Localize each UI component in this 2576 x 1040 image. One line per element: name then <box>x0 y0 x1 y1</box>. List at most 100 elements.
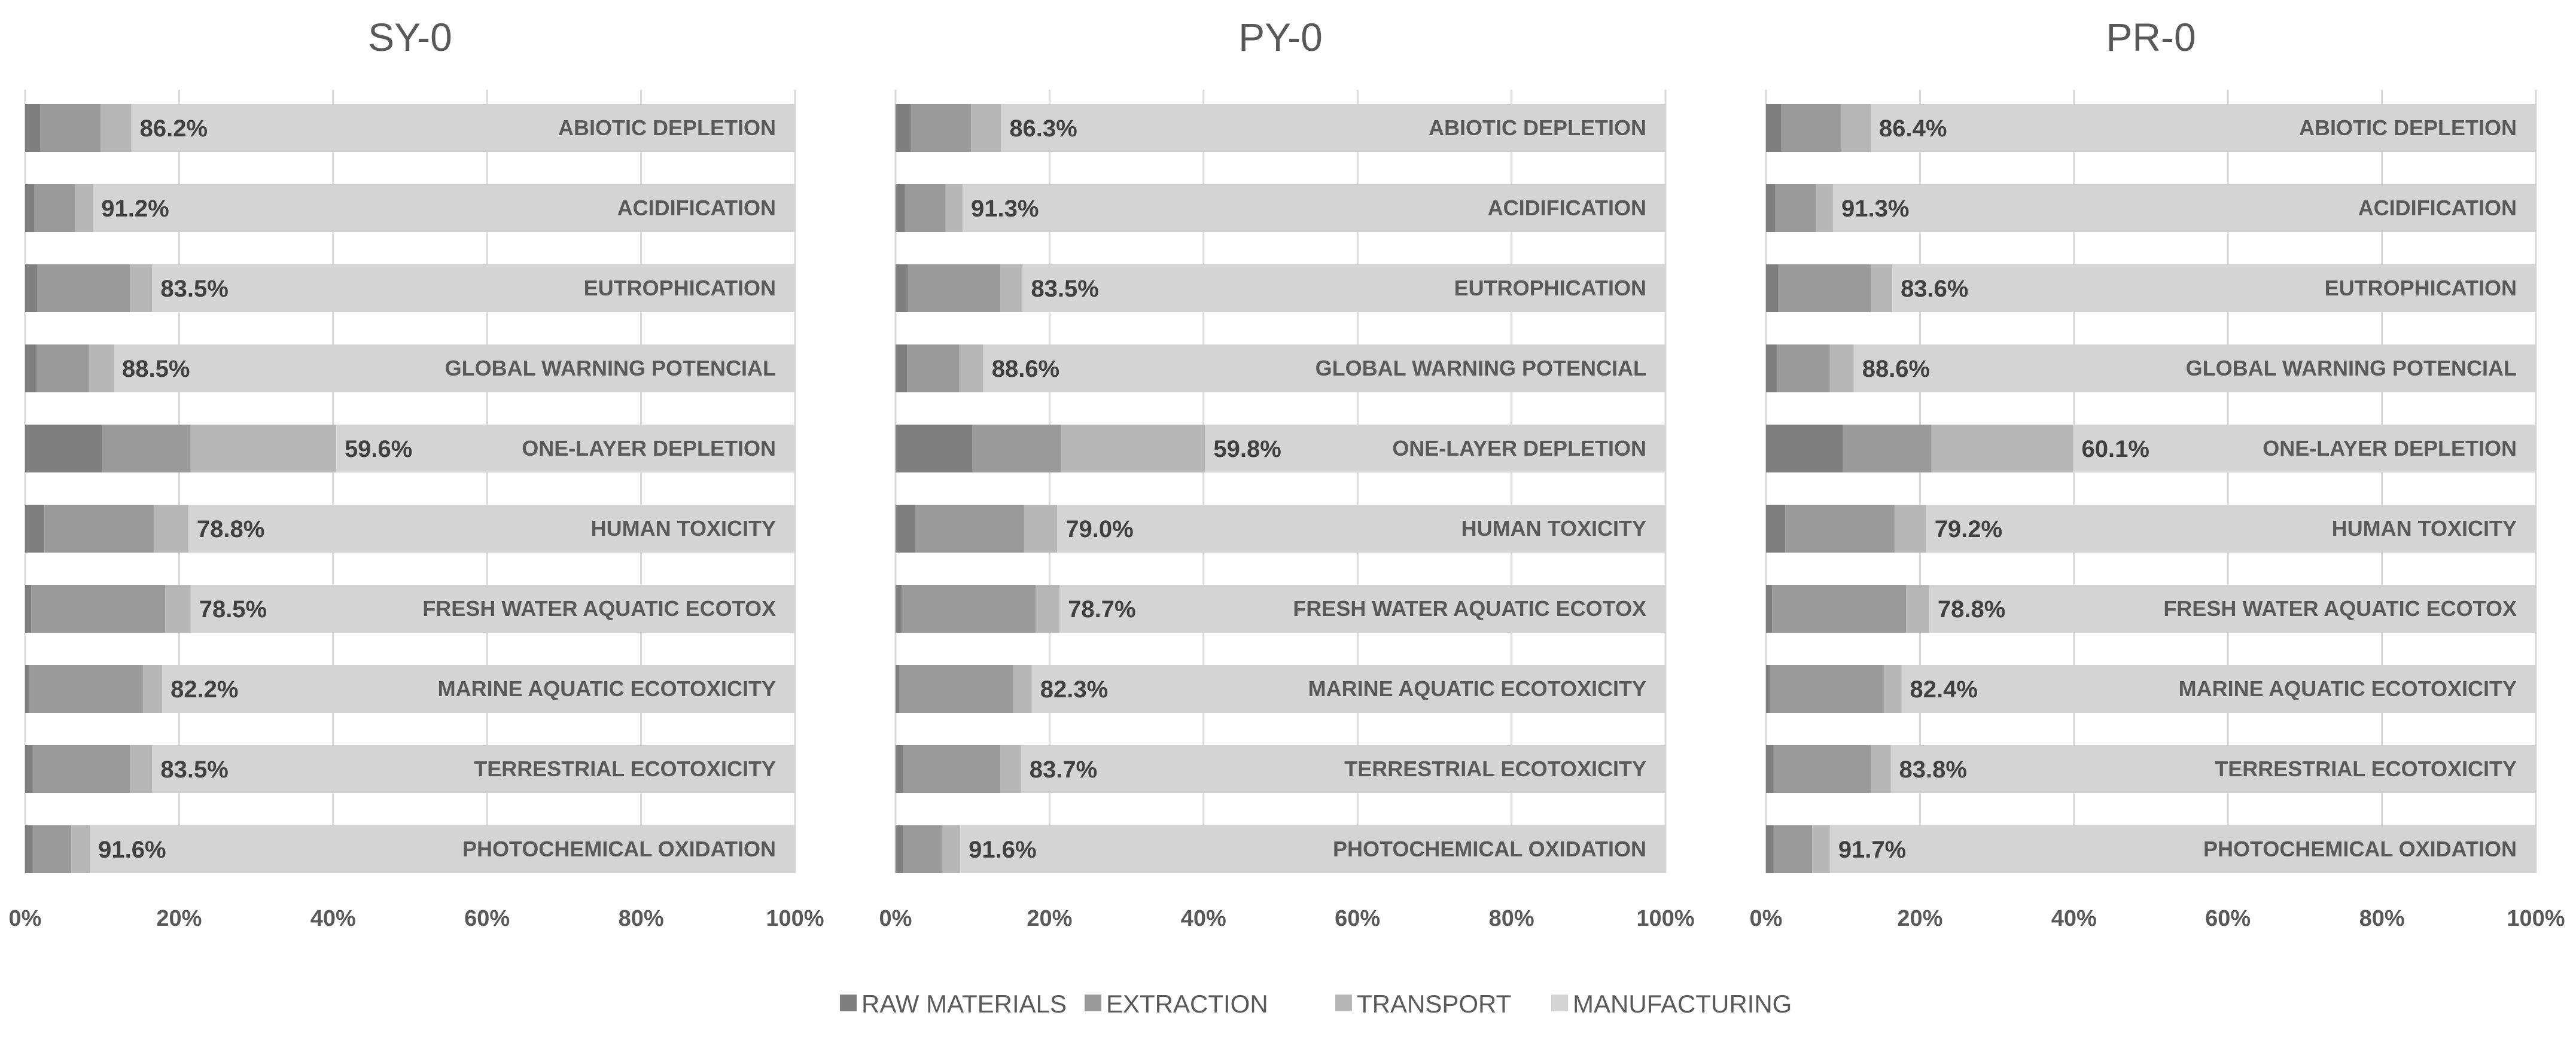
bar-segment-raw-materials <box>25 745 33 793</box>
legend: RAW MATERIALS EXTRACTION TRANSPORT MANUFACT… <box>840 990 1792 1018</box>
bar-segment-transport <box>1871 745 1891 793</box>
data-label: 79.0% <box>1065 516 1133 542</box>
category-label: FRESH WATER AQUATIC ECOTOX <box>422 596 776 621</box>
x-tick-label: 80% <box>1489 906 1534 931</box>
bar-segment-manufacturing <box>1926 505 2536 553</box>
data-label: 78.7% <box>1068 596 1135 623</box>
category-label: ONE-LAYER DEPLETION <box>1392 436 1646 460</box>
data-label: 91.2% <box>101 196 169 222</box>
category-label: EUTROPHICATION <box>2325 276 2517 300</box>
bar-segment-raw-materials <box>1766 665 1770 713</box>
bar-segment-manufacturing <box>336 425 795 472</box>
bar-segment-transport <box>1894 505 1926 553</box>
bar-segment-manufacturing <box>1901 665 2536 713</box>
data-label: 83.5% <box>160 276 228 302</box>
x-tick-label: 0% <box>1750 906 1783 931</box>
bar-segment-extraction <box>1775 184 1816 232</box>
data-label: 83.8% <box>1899 757 1966 783</box>
bar-segment-raw-materials <box>1766 344 1778 392</box>
bar-segment-transport <box>71 825 90 873</box>
x-tick-label: 100% <box>1636 906 1694 931</box>
legend-swatch-manufacturing <box>1551 995 1568 1011</box>
x-tick-label: 20% <box>156 906 202 931</box>
category-label: MARINE AQUATIC ECOTOXICITY <box>1308 676 1646 701</box>
bar-segment-extraction <box>1781 104 1842 152</box>
bar-segment-transport <box>1013 665 1032 713</box>
data-label: 88.5% <box>122 356 190 382</box>
bar-segment-manufacturing <box>114 344 795 392</box>
bar-segment-manufacturing <box>1892 264 2536 312</box>
x-tick-label: 40% <box>2051 906 2097 931</box>
bar-segment-manufacturing <box>90 825 795 873</box>
bar-segment-raw-materials <box>25 585 32 633</box>
category-label: ACIDIFICATION <box>617 196 776 220</box>
bar-segment-raw-materials <box>896 825 903 873</box>
x-tick-label: 80% <box>2359 906 2405 931</box>
bar-segment-transport <box>130 745 153 793</box>
bar-segment-extraction <box>902 585 1036 633</box>
category-label: PHOTOCHEMICAL OXIDATION <box>462 837 776 861</box>
bar-segment-extraction <box>1778 264 1871 312</box>
category-label: ACIDIFICATION <box>1488 196 1646 220</box>
data-label: 82.2% <box>170 676 238 703</box>
bar-segment-extraction <box>1843 425 1932 472</box>
bar-segment-manufacturing <box>188 505 795 553</box>
bar-segment-extraction <box>32 745 130 793</box>
bar-segment-transport <box>153 505 188 553</box>
bar-segment-transport <box>190 425 336 472</box>
data-label: 91.3% <box>1841 196 1909 222</box>
bar-segment-manufacturing <box>1853 344 2536 392</box>
bar-segment-raw-materials <box>25 104 41 152</box>
category-label: ONE-LAYER DEPLETION <box>2263 436 2517 460</box>
chart-panel-sy-0: SY-0 0% 20% 40% 60% 80% 100% 86.2% ABIOTIC DEPLE… <box>9 15 824 931</box>
data-label: 79.2% <box>1935 516 2002 542</box>
chart-panel-py-0: PY-0 0% 20% 40% 60% 80% 100% 86.3% ABIOTIC DEPLE… <box>879 15 1695 931</box>
data-label: 91.6% <box>98 837 166 863</box>
bar-segment-extraction <box>1773 825 1813 873</box>
bar-segment-extraction <box>911 104 972 152</box>
category-label: HUMAN TOXICITY <box>1461 516 1646 541</box>
bar-segment-extraction <box>40 104 101 152</box>
bar-segment-transport <box>942 825 961 873</box>
data-label: 60.1% <box>2082 436 2149 462</box>
bar-segment-manufacturing <box>1929 585 2536 633</box>
bar-segment-transport <box>165 585 191 633</box>
data-label: 78.5% <box>199 596 267 623</box>
bar-segment-raw-materials <box>25 344 37 392</box>
bar-segment-raw-materials <box>1766 745 1774 793</box>
bar-segment-transport <box>1816 184 1833 232</box>
bar-segment-extraction <box>44 505 154 553</box>
x-tick-label: 60% <box>2205 906 2251 931</box>
bar-segment-manufacturing <box>1871 104 2536 152</box>
category-label: PHOTOCHEMICAL OXIDATION <box>1333 837 1646 861</box>
legend-label: EXTRACTION <box>1106 990 1268 1018</box>
bar-segment-extraction <box>915 505 1024 553</box>
category-label: ONE-LAYER DEPLETION <box>522 436 776 460</box>
chart-title: PR-0 <box>2106 15 2196 59</box>
category-label: PHOTOCHEMICAL OXIDATION <box>2203 837 2517 861</box>
category-label: GLOBAL WARNING POTENCIAL <box>1316 356 1646 380</box>
bar-segment-extraction <box>1772 585 1907 633</box>
category-label: EUTROPHICATION <box>584 276 776 300</box>
bar-segment-raw-materials <box>1766 264 1779 312</box>
bar-segment-manufacturing <box>983 344 1665 392</box>
data-label: 59.6% <box>345 436 412 462</box>
x-tick-label: 60% <box>1335 906 1380 931</box>
bar-segment-manufacturing <box>1059 585 1665 633</box>
bar-segment-raw-materials <box>896 425 973 472</box>
bar-segment-manufacturing <box>152 264 796 312</box>
bar-segment-raw-materials <box>1766 104 1782 152</box>
bar-segment-manufacturing <box>162 665 796 713</box>
bar-segment-extraction <box>972 425 1061 472</box>
category-label: MARINE AQUATIC ECOTOXICITY <box>438 676 776 701</box>
x-tick-label: 100% <box>2507 906 2565 931</box>
legend-swatch-extraction <box>1085 995 1101 1011</box>
x-tick-label: 20% <box>1027 906 1072 931</box>
category-label: EUTROPHICATION <box>1454 276 1646 300</box>
legend-label: MANUFACTURING <box>1573 990 1792 1018</box>
bar-segment-raw-materials <box>896 665 900 713</box>
bar-segment-transport <box>959 344 983 392</box>
bar-segment-extraction <box>905 184 946 232</box>
bar-segment-extraction <box>908 264 1001 312</box>
bar-segment-raw-materials <box>1766 585 1773 633</box>
